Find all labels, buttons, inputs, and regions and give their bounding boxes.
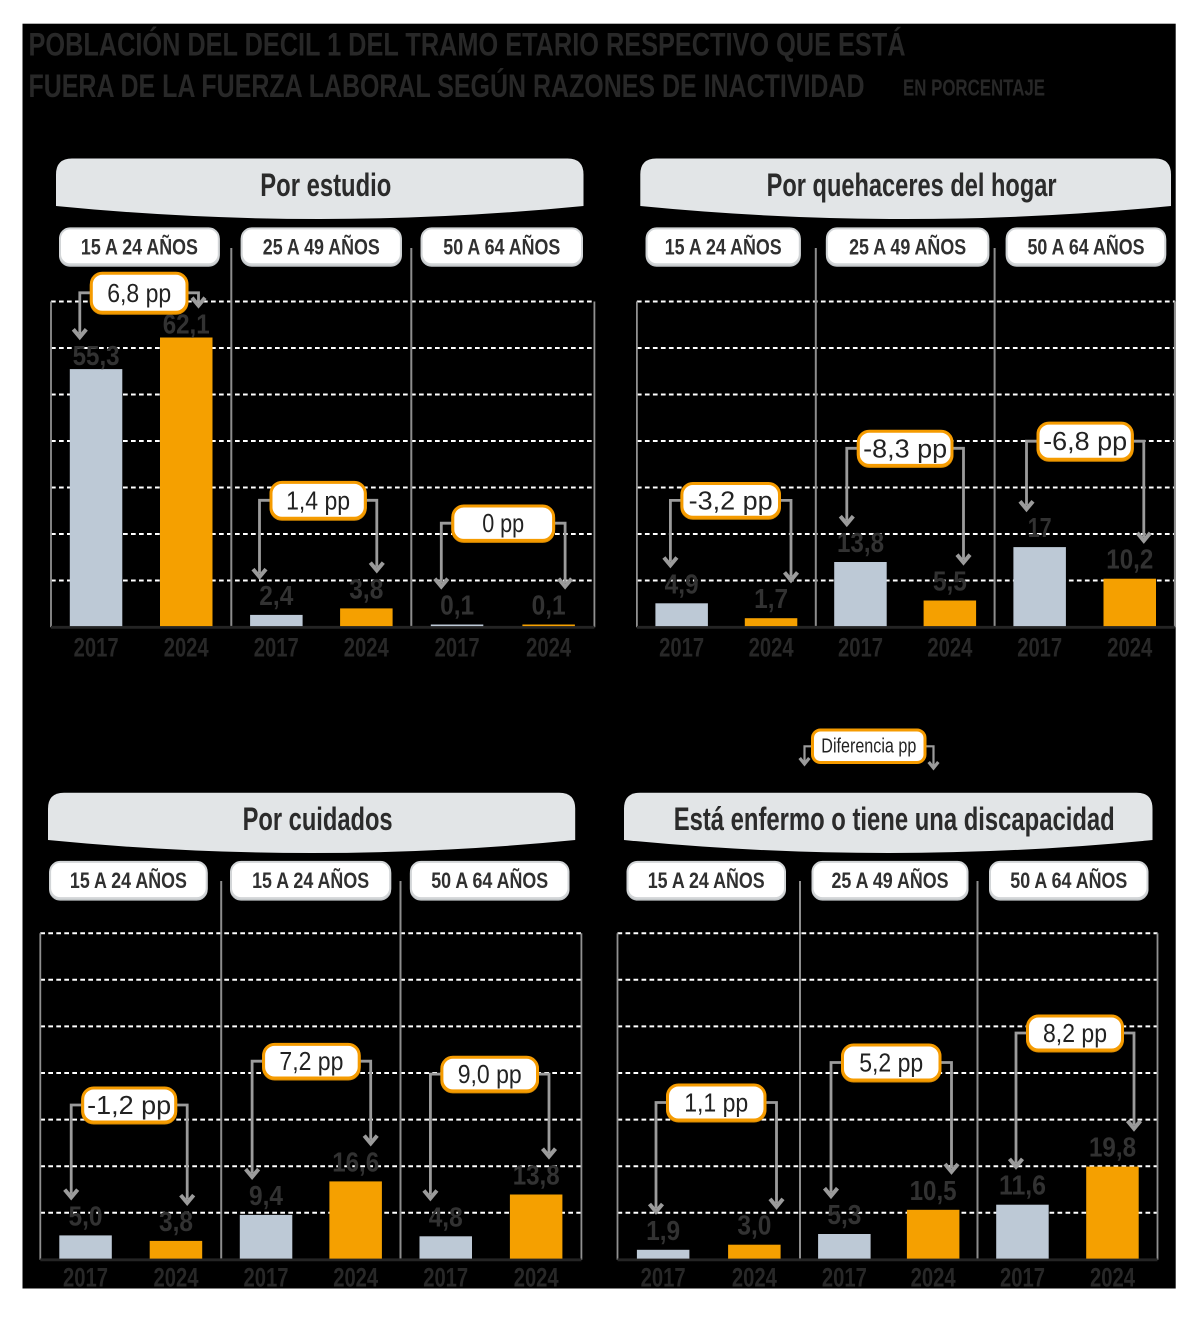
svg-text:2017: 2017 <box>244 1263 289 1293</box>
svg-text:2024: 2024 <box>526 633 571 663</box>
svg-text:13,8: 13,8 <box>837 527 884 558</box>
svg-text:-6,8 pp: -6,8 pp <box>1043 426 1127 456</box>
svg-text:15 A 24 AÑOS: 15 A 24 AÑOS <box>252 868 369 893</box>
svg-text:15 A 24 AÑOS: 15 A 24 AÑOS <box>648 868 765 893</box>
svg-text:3,0: 3,0 <box>737 1210 771 1241</box>
svg-text:50 A 64 AÑOS: 50 A 64 AÑOS <box>443 234 560 259</box>
svg-text:5,2 pp: 5,2 pp <box>859 1048 923 1078</box>
svg-text:2024: 2024 <box>333 1263 378 1293</box>
svg-text:9,4: 9,4 <box>249 1180 283 1211</box>
svg-text:0,1: 0,1 <box>532 590 566 621</box>
svg-text:-1,2 pp: -1,2 pp <box>87 1090 171 1120</box>
svg-text:EN PORCENTAJE: EN PORCENTAJE <box>903 75 1045 101</box>
svg-text:2017: 2017 <box>435 633 480 663</box>
svg-text:FUERA DE LA FUERZA LABORAL SEG: FUERA DE LA FUERZA LABORAL SEGÚN RAZONES… <box>29 68 865 104</box>
svg-text:2024: 2024 <box>749 633 794 663</box>
svg-text:1,7: 1,7 <box>754 583 788 614</box>
svg-text:2017: 2017 <box>1000 1263 1045 1293</box>
svg-text:-3,2 pp: -3,2 pp <box>689 485 773 515</box>
svg-text:2,4: 2,4 <box>259 580 293 611</box>
svg-text:2017: 2017 <box>63 1263 108 1293</box>
svg-text:4,9: 4,9 <box>665 568 699 599</box>
svg-text:-8,3 pp: -8,3 pp <box>863 433 947 463</box>
svg-text:2024: 2024 <box>927 633 972 663</box>
svg-text:50 A 64 AÑOS: 50 A 64 AÑOS <box>1028 234 1145 259</box>
svg-text:55,3: 55,3 <box>73 340 120 371</box>
svg-text:Está enfermo o tiene una disca: Está enfermo o tiene una discapacidad <box>674 801 1115 837</box>
svg-text:2024: 2024 <box>154 1263 199 1293</box>
svg-text:2017: 2017 <box>838 633 883 663</box>
svg-text:15 A 24 AÑOS: 15 A 24 AÑOS <box>81 234 198 259</box>
svg-text:25 A 49 AÑOS: 25 A 49 AÑOS <box>832 868 949 893</box>
svg-text:2017: 2017 <box>423 1263 468 1293</box>
svg-text:19,8: 19,8 <box>1089 1132 1136 1163</box>
svg-text:Diferencia pp: Diferencia pp <box>821 736 916 758</box>
svg-text:17: 17 <box>1028 512 1052 543</box>
svg-text:9,0 pp: 9,0 pp <box>458 1059 522 1089</box>
svg-text:2017: 2017 <box>74 633 119 663</box>
svg-text:2024: 2024 <box>514 1263 559 1293</box>
svg-text:2024: 2024 <box>1090 1263 1135 1293</box>
svg-text:0,1: 0,1 <box>440 590 474 621</box>
svg-text:15 A 24 AÑOS: 15 A 24 AÑOS <box>70 868 187 893</box>
svg-text:10,2: 10,2 <box>1106 544 1153 575</box>
svg-text:2024: 2024 <box>164 633 209 663</box>
svg-text:POBLACIÓN DEL DECIL 1 DEL TRAM: POBLACIÓN DEL DECIL 1 DEL TRAMO ETARIO R… <box>29 27 906 63</box>
svg-text:6,8 pp: 6,8 pp <box>107 278 171 308</box>
svg-text:2017: 2017 <box>822 1263 867 1293</box>
svg-text:2024: 2024 <box>911 1263 956 1293</box>
svg-text:25 A 49 AÑOS: 25 A 49 AÑOS <box>849 234 966 259</box>
svg-text:3,8: 3,8 <box>349 573 383 604</box>
svg-text:7,2 pp: 7,2 pp <box>279 1046 343 1076</box>
svg-text:4,8: 4,8 <box>429 1201 463 1232</box>
svg-text:5,0: 5,0 <box>69 1200 103 1231</box>
svg-text:5,3: 5,3 <box>827 1199 861 1230</box>
svg-text:1,4 pp: 1,4 pp <box>286 485 350 515</box>
svg-text:15 A 24 AÑOS: 15 A 24 AÑOS <box>665 234 782 259</box>
svg-text:Por cuidados: Por cuidados <box>243 801 393 837</box>
svg-text:50 A 64 AÑOS: 50 A 64 AÑOS <box>431 868 548 893</box>
svg-text:8,2 pp: 8,2 pp <box>1043 1018 1107 1048</box>
svg-text:2024: 2024 <box>344 633 389 663</box>
svg-text:1,1 pp: 1,1 pp <box>684 1088 748 1118</box>
svg-text:2024: 2024 <box>732 1263 777 1293</box>
svg-text:13,8: 13,8 <box>513 1160 560 1191</box>
svg-text:2017: 2017 <box>254 633 299 663</box>
svg-text:2017: 2017 <box>659 633 704 663</box>
svg-text:3,8: 3,8 <box>159 1206 193 1237</box>
svg-text:2017: 2017 <box>641 1263 686 1293</box>
svg-text:2024: 2024 <box>1107 633 1152 663</box>
svg-text:25 A 49 AÑOS: 25 A 49 AÑOS <box>263 234 380 259</box>
svg-text:Por quehaceres del hogar: Por quehaceres del hogar <box>767 167 1057 203</box>
svg-text:2017: 2017 <box>1017 633 1062 663</box>
svg-text:1,9: 1,9 <box>646 1215 680 1246</box>
svg-text:10,5: 10,5 <box>910 1175 957 1206</box>
svg-text:50 A 64 AÑOS: 50 A 64 AÑOS <box>1010 868 1127 893</box>
svg-text:11,6: 11,6 <box>999 1170 1046 1201</box>
svg-text:5,5: 5,5 <box>933 566 967 597</box>
svg-text:0 pp: 0 pp <box>482 508 524 538</box>
svg-text:16,6: 16,6 <box>332 1146 379 1177</box>
svg-text:Por estudio: Por estudio <box>260 167 391 203</box>
